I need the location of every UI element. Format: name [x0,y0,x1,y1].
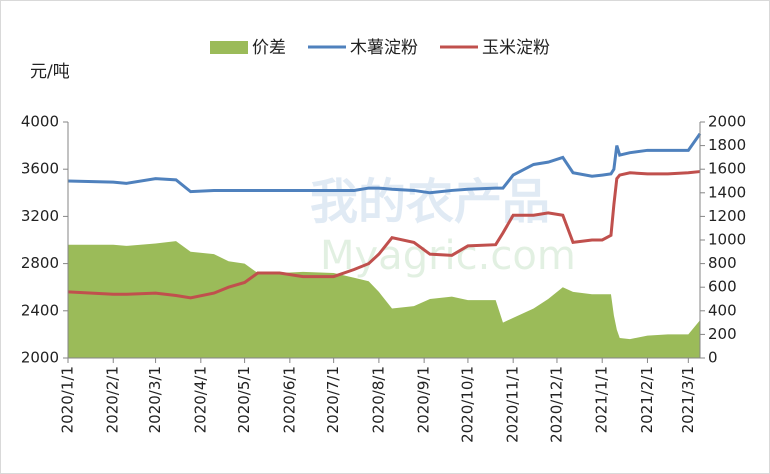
y2-tick-label: 0 [708,349,718,367]
y2-tick-label: 2000 [708,113,746,131]
line [67,170,701,300]
y2-tick-label: 400 [708,301,737,319]
watermark: 我的农产品 [310,174,550,230]
y-tick-label: 2000 [21,349,59,367]
y2-tick-label: 1800 [708,136,746,154]
x-tick-label: 2020/2/1 [104,366,122,433]
area [68,241,700,358]
line [67,132,702,195]
x-tick-label: 2021/3/1 [679,366,697,433]
x-tick-label: 2020/3/1 [146,366,164,433]
x-tick-label: 2020/7/1 [324,366,342,433]
x-tick-label: 2020/12/1 [547,366,565,443]
legend-label: 玉米淀粉 [482,38,550,58]
x-tick-label: 2020/1/1 [59,366,77,433]
x-tick-label: 2020/10/1 [458,366,476,443]
y2-tick-label: 600 [708,278,737,296]
y2-tick-label: 1200 [708,207,746,225]
y2-tick-label: 1600 [708,160,746,178]
x-tick-label: 2020/9/1 [415,366,433,433]
y-tick-label: 3200 [21,207,59,225]
unit-label: 元/吨 [30,62,70,82]
y-tick-label: 3600 [21,160,59,178]
x-tick-label: 2020/4/1 [191,366,209,433]
y2-tick-label: 1400 [708,183,746,201]
legend-swatch [210,41,248,54]
x-tick-label: 2020/6/1 [280,366,298,433]
y2-tick-label: 200 [708,325,737,343]
y-tick-label: 2800 [21,254,59,272]
x-tick-label: 2020/8/1 [369,366,387,433]
legend-label: 木薯淀粉 [350,38,418,58]
x-tick-label: 2020/5/1 [235,366,253,433]
y-tick-label: 4000 [21,113,59,131]
x-tick-label: 2020/11/1 [504,366,522,443]
legend-label: 价差 [252,38,286,58]
y2-tick-label: 800 [708,254,737,272]
y2-tick-label: 1000 [708,231,746,249]
x-tick-label: 2021/2/1 [638,366,656,433]
x-tick-label: 2021/1/1 [593,366,611,433]
y-tick-label: 2400 [21,301,59,319]
